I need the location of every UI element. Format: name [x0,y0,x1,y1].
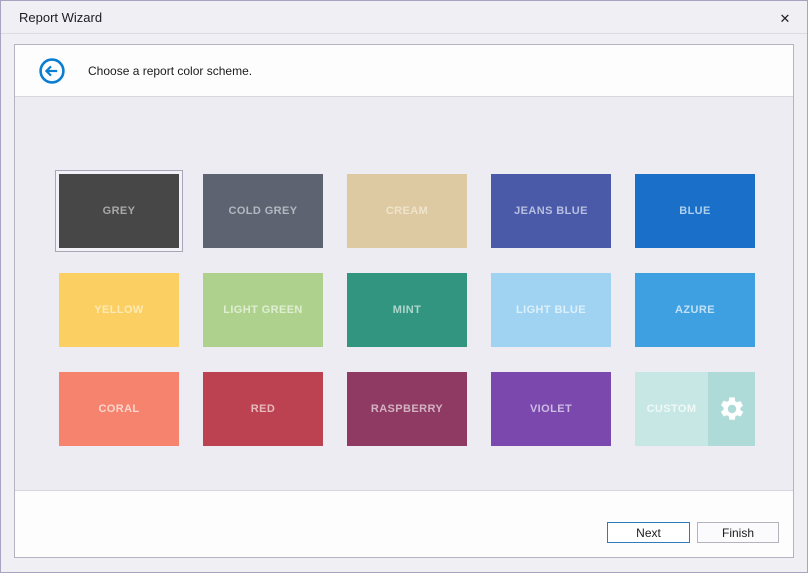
wizard-panel: Choose a report color scheme. GREY COLD … [14,44,794,558]
scheme-tile-light-green[interactable]: LIGHT GREEN [203,273,323,347]
scheme-tile-blue[interactable]: BLUE [635,174,755,248]
back-button[interactable] [39,58,65,84]
scheme-tile-label: COLD GREY [228,205,298,217]
scheme-tile-label: JEANS BLUE [514,205,588,217]
scheme-tile-label: LIGHT BLUE [516,304,586,316]
scheme-tile-label: YELLOW [94,304,144,316]
scheme-tile-label: RASPBERRY [370,403,444,415]
scheme-tile-label: CUSTOM [646,403,697,415]
scheme-tile-custom[interactable]: CUSTOM [635,372,755,446]
scheme-tile-label: LIGHT GREEN [223,304,303,316]
scheme-tile-raspberry[interactable]: RASPBERRY [347,372,467,446]
scheme-tile-yellow[interactable]: YELLOW [59,273,179,347]
close-icon[interactable]: ✕ [771,8,799,30]
scheme-tile-label: CORAL [98,403,140,415]
scheme-tile-azure[interactable]: AZURE [635,273,755,347]
scheme-tile-light-blue[interactable]: LIGHT BLUE [491,273,611,347]
scheme-tile-coral[interactable]: CORAL [59,372,179,446]
gear-band [708,372,755,446]
gear-icon [718,395,746,423]
next-button[interactable]: Next [607,522,690,543]
scheme-tile-violet[interactable]: VIOLET [491,372,611,446]
scheme-tile-jeans-blue[interactable]: JEANS BLUE [491,174,611,248]
scheme-tile-label: CREAM [385,205,429,217]
wizard-footer: Next Finish [15,490,793,557]
color-scheme-grid: GREY COLD GREY CREAM JEANS BLUE BLUE YEL… [59,174,755,446]
scheme-tile-mint[interactable]: MINT [347,273,467,347]
scheme-tile-cold-grey[interactable]: COLD GREY [203,174,323,248]
scheme-tile-label: GREY [102,205,136,217]
wizard-header: Choose a report color scheme. [15,45,793,97]
scheme-tile-red[interactable]: RED [203,372,323,446]
finish-button[interactable]: Finish [697,522,779,543]
titlebar: Report Wizard [1,1,807,34]
scheme-tile-label: MINT [392,304,422,316]
scheme-tile-label: RED [250,403,276,415]
scheme-tile-label: AZURE [675,304,715,316]
scheme-tile-cream[interactable]: CREAM [347,174,467,248]
window-title: Report Wizard [19,9,103,25]
back-arrow-icon [39,58,65,84]
scheme-tile-grey[interactable]: GREY [59,174,179,248]
scheme-tile-label: BLUE [679,205,711,217]
instruction-text: Choose a report color scheme. [88,64,253,78]
footer-buttons: Next Finish [607,522,779,543]
scheme-tile-label: VIOLET [529,403,573,415]
